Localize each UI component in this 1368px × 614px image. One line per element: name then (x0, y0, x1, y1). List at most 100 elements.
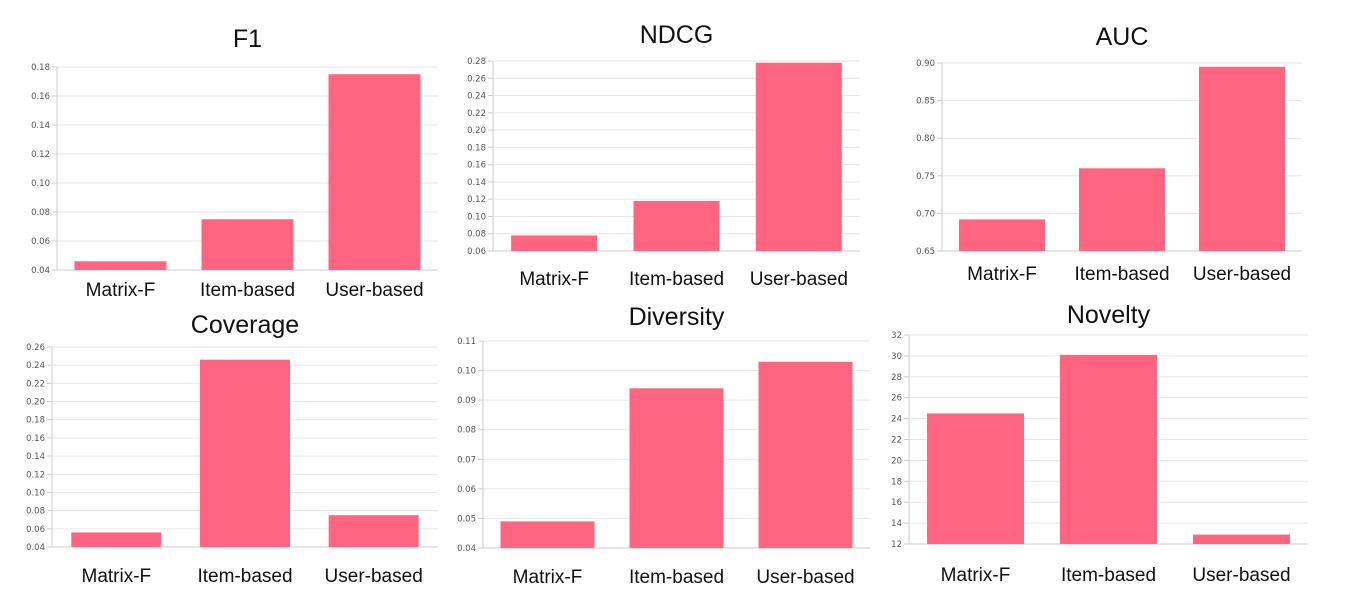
y-tick-label: 0.26 (467, 74, 486, 84)
y-tick-label: 28 (891, 373, 902, 383)
y-tick-label: 0.11 (457, 337, 476, 347)
y-tick-label: 0.04 (26, 543, 45, 553)
chart-title: Coverage (191, 311, 299, 339)
y-tick-label: 0.06 (467, 247, 486, 257)
y-tick-label: 0.04 (31, 266, 50, 276)
bar-user-based (1193, 534, 1290, 544)
category-label: Matrix-F (519, 269, 589, 290)
category-label: Matrix-F (82, 566, 152, 587)
y-tick-label: 0.20 (467, 126, 486, 136)
y-tick-label: 18 (891, 477, 902, 487)
chart-title: Diversity (629, 303, 725, 331)
y-tick-label: 0.10 (457, 367, 476, 377)
category-label: Item-based (1074, 264, 1169, 285)
bar-user-based (1199, 66, 1285, 251)
y-tick-label: 0.14 (467, 178, 486, 188)
y-tick-label: 0.10 (31, 179, 50, 189)
bar-user-based (755, 62, 842, 252)
y-tick-label: 0.06 (26, 525, 45, 535)
y-tick-label: 0.07 (457, 455, 476, 465)
y-tick-label: 0.16 (467, 161, 486, 171)
bar-item-based (200, 359, 290, 547)
category-label: Matrix-F (967, 264, 1037, 285)
bar-matrix-f (500, 521, 595, 548)
y-tick-label: 0.05 (457, 514, 476, 524)
category-label: Item-based (1061, 565, 1156, 586)
chart-panel: Coverage 0.04 0.06 0.08 0.10 0.12 0.14 0.16 0.18… (26, 311, 438, 587)
y-tick-label: 32 (891, 331, 902, 341)
y-tick-label: 0.28 (467, 57, 486, 67)
y-tick-label: 0.20 (26, 398, 45, 408)
y-tick-label: 0.65 (916, 247, 935, 257)
bar-user-based (328, 515, 419, 547)
y-tick-label: 12 (891, 540, 902, 550)
y-tick-label: 0.24 (467, 92, 486, 102)
chart-title: F1 (233, 25, 262, 53)
bar-item-based (629, 388, 724, 548)
y-tick-label: 0.10 (467, 212, 486, 222)
chart-panel: AUC 0.65 0.70 0.75 0.80 0.85 0.90 Matrix-F Item-… (916, 23, 1302, 285)
category-label: User-based (325, 280, 423, 301)
bar-matrix-f (927, 413, 1024, 544)
y-tick-label: 0.12 (26, 470, 45, 480)
y-tick-label: 0.24 (26, 361, 45, 371)
y-tick-label: 0.06 (31, 237, 50, 247)
category-label: User-based (750, 269, 848, 290)
bar-matrix-f (74, 261, 167, 270)
y-tick-label: 0.26 (26, 343, 45, 353)
y-tick-label: 0.08 (467, 230, 486, 240)
category-label: Item-based (197, 566, 292, 587)
category-label: User-based (325, 566, 423, 587)
chart-panel: Diversity 0.04 0.05 0.06 0.07 0.08 0.09 0.10 0.1… (457, 303, 870, 588)
y-tick-label: 0.12 (467, 195, 486, 205)
category-label: Item-based (200, 280, 295, 301)
bar-item-based (1079, 168, 1165, 251)
category-label: Matrix-F (86, 280, 156, 301)
bar-user-based (758, 361, 853, 548)
y-tick-label: 0.22 (467, 109, 486, 119)
bar-item-based (201, 219, 294, 270)
y-tick-label: 0.08 (26, 507, 45, 517)
chart-panel: NDCG 0.06 0.08 0.10 0.12 0.14 0.16 0.18 0.20 0.22… (467, 21, 860, 290)
y-tick-label: 0.16 (26, 434, 45, 444)
y-tick-label: 0.80 (916, 134, 935, 144)
y-tick-label: 20 (891, 456, 902, 466)
y-tick-label: 0.18 (26, 416, 45, 426)
y-tick-label: 14 (891, 519, 902, 529)
chart-panel: F1 0.04 0.06 0.08 0.10 0.12 0.14 0.16 0.18 Matrix… (31, 25, 438, 301)
chart-panel: Novelty 12 14 16 18 20 22 24 26 28 30 32 Matrix-F Ite… (891, 301, 1308, 586)
y-tick-label: 0.14 (31, 121, 50, 131)
bar-item-based (1060, 354, 1157, 544)
chart-title: AUC (1096, 23, 1149, 51)
bar-item-based (633, 200, 720, 251)
y-tick-label: 0.90 (916, 59, 935, 69)
y-tick-label: 0.10 (26, 488, 45, 498)
chart-title: Novelty (1067, 301, 1151, 329)
bar-matrix-f (511, 235, 598, 251)
y-tick-label: 0.12 (31, 150, 50, 160)
category-label: User-based (1193, 264, 1291, 285)
y-tick-label: 0.09 (457, 396, 476, 406)
category-label: User-based (1192, 565, 1290, 586)
category-label: User-based (756, 567, 854, 588)
y-tick-label: 0.85 (916, 97, 935, 107)
y-tick-label: 0.18 (467, 143, 486, 153)
bar-matrix-f (959, 219, 1045, 251)
y-tick-label: 30 (891, 352, 902, 362)
chart-title: NDCG (640, 21, 714, 49)
y-tick-label: 22 (891, 436, 902, 446)
y-tick-label: 26 (891, 394, 902, 404)
bar-matrix-f (71, 532, 162, 547)
bar-user-based (328, 74, 421, 270)
y-tick-label: 16 (891, 498, 902, 508)
y-tick-label: 24 (891, 415, 902, 425)
y-tick-label: 0.16 (31, 92, 50, 102)
y-tick-label: 0.08 (457, 426, 476, 436)
category-label: Item-based (629, 269, 724, 290)
y-tick-label: 0.14 (26, 452, 45, 462)
category-label: Matrix-F (941, 565, 1011, 586)
y-tick-label: 0.18 (31, 63, 50, 73)
y-tick-label: 0.75 (916, 172, 935, 182)
category-label: Item-based (629, 567, 724, 588)
